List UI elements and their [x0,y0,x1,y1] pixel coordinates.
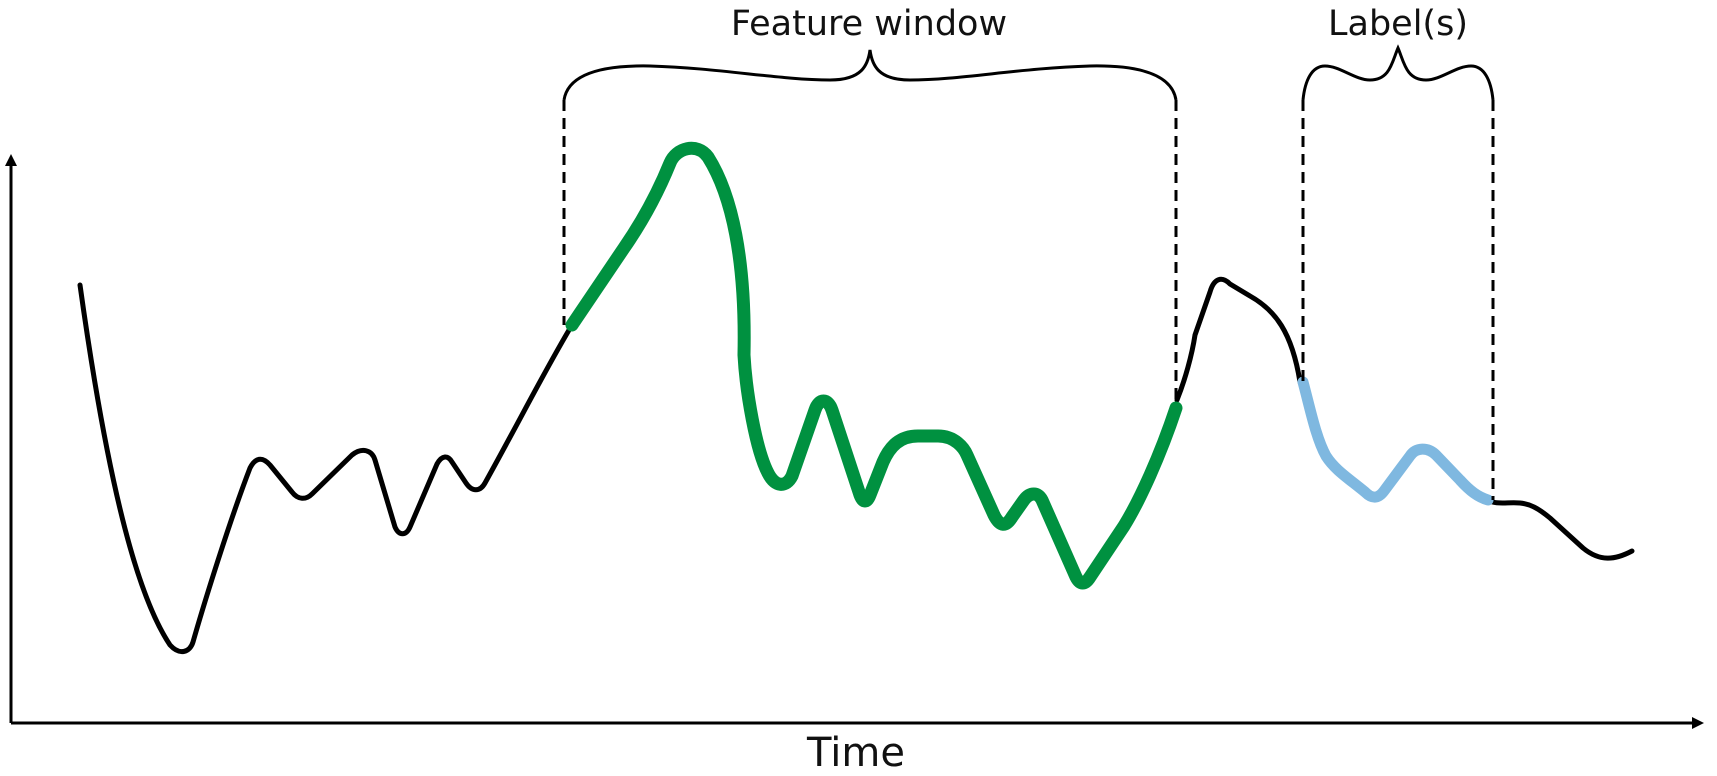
feature-window-brace [562,49,1178,101]
x-axis-label: Time [806,730,905,776]
feature-window-series [565,141,1183,590]
series-line-mid [1174,276,1303,403]
label-window-series [1297,376,1494,506]
labels-window-label: Label(s) [1328,4,1468,44]
feature-window-label: Feature window [731,4,1007,44]
series-line-post [1485,497,1635,561]
label-window-brace [1301,44,1495,101]
series-line-pre [77,282,575,655]
